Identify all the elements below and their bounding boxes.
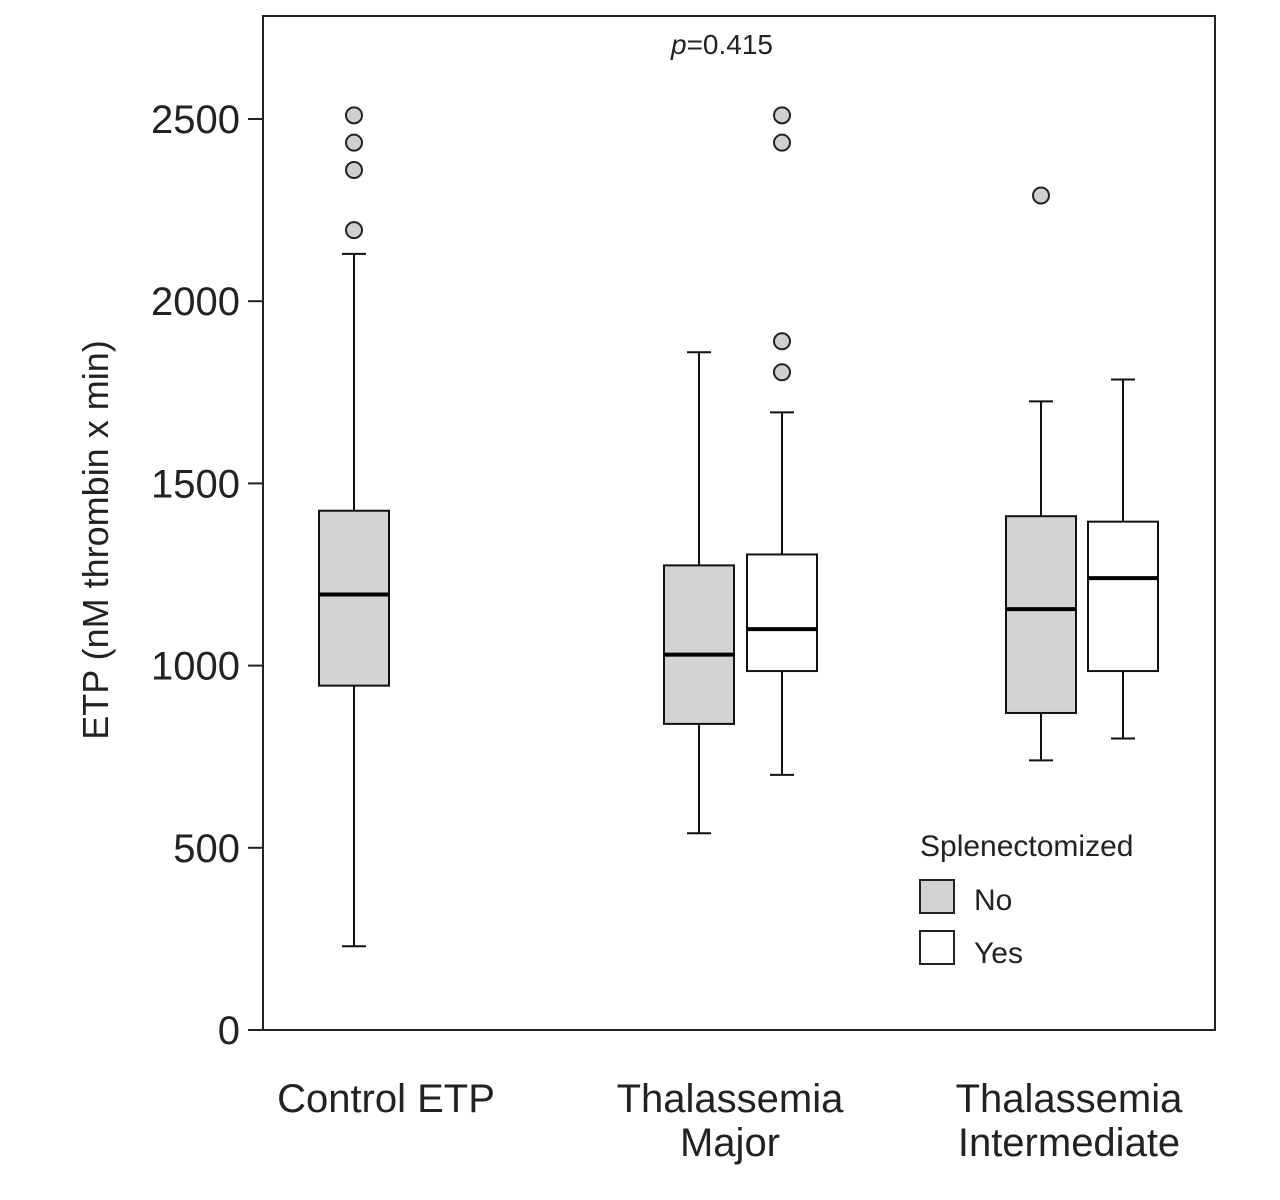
x-category-label: Thalassemia Intermediate xyxy=(956,1077,1184,1165)
box-3 xyxy=(1005,186,1077,762)
y-tick-label: 0 xyxy=(218,1009,240,1053)
box-0 xyxy=(318,106,390,948)
legend-title: Splenectomized xyxy=(920,830,1133,863)
legend: Splenectomized No Yes xyxy=(919,830,1133,970)
p-value-annotation: p=0.415 xyxy=(670,29,773,60)
outlier-point xyxy=(345,133,363,152)
box-iqr xyxy=(318,509,390,687)
box-iqr xyxy=(746,553,818,673)
x-category-label-line: Thalassemia xyxy=(617,1077,845,1121)
p-label: p xyxy=(670,29,687,60)
plot-frame xyxy=(262,15,1216,1031)
box-4 xyxy=(1087,378,1159,740)
outlier-point xyxy=(773,106,791,125)
legend-label-no: No xyxy=(974,884,1012,917)
box-iqr xyxy=(1087,520,1159,673)
x-category-label-line: Intermediate xyxy=(958,1121,1180,1165)
box-iqr xyxy=(1005,515,1077,714)
x-category-label-line: Thalassemia xyxy=(956,1077,1184,1121)
outlier-point xyxy=(773,363,791,382)
outlier-point xyxy=(345,161,363,180)
legend-swatch-yes xyxy=(919,930,955,965)
y-tick-label: 2500 xyxy=(151,98,240,142)
box-1 xyxy=(663,351,735,835)
legend-swatch-no xyxy=(919,879,955,914)
y-tick-label: 500 xyxy=(173,827,240,871)
outlier-point xyxy=(773,133,791,152)
x-category-label: Thalassemia Major xyxy=(617,1077,845,1165)
outlier-point xyxy=(1032,186,1050,205)
x-category-label-line: Control ETP xyxy=(277,1077,495,1121)
box-iqr xyxy=(663,564,735,725)
y-tick-label: 2000 xyxy=(151,280,240,324)
y-tick-label: 1000 xyxy=(151,645,240,689)
outlier-point xyxy=(345,106,363,125)
outlier-point xyxy=(773,332,791,351)
x-category-label: Control ETP xyxy=(277,1077,495,1121)
outlier-point xyxy=(345,221,363,240)
legend-label-yes: Yes xyxy=(974,937,1023,970)
x-category-label-line: Major xyxy=(680,1121,780,1165)
y-axis-title: ETP (nM thrombin x min) xyxy=(75,340,116,739)
p-value: =0.415 xyxy=(687,29,773,60)
box-2 xyxy=(746,106,818,776)
y-tick-label: 1500 xyxy=(151,462,240,506)
